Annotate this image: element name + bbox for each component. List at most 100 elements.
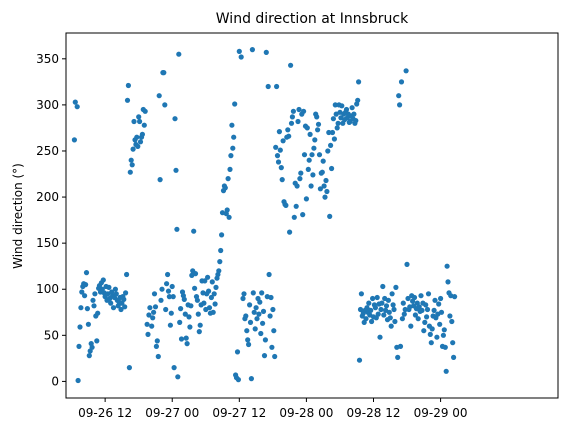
data-point [178, 336, 185, 342]
data-point [440, 332, 446, 338]
data-point [250, 290, 256, 296]
data-point [331, 136, 337, 142]
data-point [277, 147, 283, 153]
data-point [449, 318, 455, 325]
data-point [175, 374, 181, 380]
data-point [266, 271, 272, 278]
data-point [390, 302, 396, 308]
data-point [240, 295, 246, 302]
y-tick-label: 300 [36, 98, 59, 112]
data-point [286, 133, 292, 139]
data-point [153, 343, 159, 349]
x-tick-label: 09-28 12 [347, 406, 401, 420]
data-point [324, 188, 330, 195]
data-point [442, 344, 448, 350]
data-point [177, 319, 183, 325]
data-point [100, 277, 106, 283]
data-point [130, 146, 136, 152]
data-point [290, 108, 296, 114]
data-point [351, 111, 357, 117]
data-point [416, 304, 422, 310]
data-point [173, 167, 179, 173]
data-point [134, 134, 140, 140]
data-point [224, 207, 230, 213]
data-point [329, 165, 335, 172]
data-point [335, 120, 341, 126]
data-point [301, 108, 307, 114]
data-point [169, 283, 175, 290]
data-point [421, 328, 427, 334]
y-axis-label: Wind direction (°) [11, 163, 25, 269]
data-point [334, 125, 340, 131]
data-point [392, 318, 398, 325]
x-tick-label: 09-26 12 [78, 406, 132, 420]
data-point [366, 300, 372, 306]
data-point [368, 307, 374, 313]
data-point [83, 282, 89, 288]
data-points [71, 47, 458, 384]
data-point [112, 286, 118, 292]
data-point [295, 118, 301, 125]
data-point [374, 294, 380, 301]
data-point [154, 338, 160, 344]
data-point [121, 296, 127, 302]
data-point [267, 313, 273, 319]
data-point [377, 334, 383, 340]
data-point [201, 300, 207, 306]
data-point [206, 305, 213, 311]
data-point [218, 247, 224, 254]
data-point [238, 54, 244, 60]
data-point [77, 324, 83, 330]
data-point [303, 196, 309, 202]
data-point [122, 304, 128, 310]
data-point [397, 343, 404, 349]
data-point [372, 305, 378, 311]
x-axis: 09-26 12 09-27 00 09-27 12 09-28 00 09-28 12… [78, 398, 468, 420]
data-point [166, 294, 172, 300]
data-point [254, 316, 260, 322]
data-point [385, 297, 391, 303]
data-point [174, 226, 180, 232]
data-point [391, 306, 397, 313]
data-point [419, 307, 425, 313]
data-point [294, 183, 300, 189]
data-point [131, 118, 137, 125]
data-point [184, 341, 190, 347]
data-point [388, 323, 394, 329]
data-point [152, 304, 159, 310]
data-point [149, 323, 155, 329]
data-point [304, 125, 310, 131]
data-point [279, 177, 285, 183]
y-tick-label: 250 [36, 144, 59, 158]
data-point [297, 176, 303, 182]
data-point [145, 331, 151, 337]
data-point [161, 70, 167, 76]
y-axis: 0 50 100 150 200 250 300 350 [36, 52, 66, 388]
data-point [315, 121, 322, 127]
data-point [289, 114, 295, 120]
data-point [234, 349, 241, 355]
data-point [268, 294, 274, 301]
data-point [287, 229, 293, 235]
data-point [228, 153, 234, 159]
data-point [260, 320, 266, 326]
data-point [91, 303, 97, 309]
data-point [243, 313, 249, 319]
data-point [428, 340, 434, 346]
data-point [90, 297, 96, 303]
data-point [230, 145, 236, 151]
data-point [322, 194, 328, 200]
data-point [162, 102, 168, 108]
data-point [271, 328, 277, 334]
data-point [298, 170, 304, 176]
data-point [205, 274, 211, 280]
data-point [219, 232, 225, 238]
data-point [399, 316, 405, 322]
data-point [339, 103, 345, 109]
data-point [427, 331, 433, 337]
data-point [283, 202, 289, 208]
data-point [296, 106, 302, 113]
data-point [370, 295, 376, 302]
data-point [72, 99, 78, 105]
